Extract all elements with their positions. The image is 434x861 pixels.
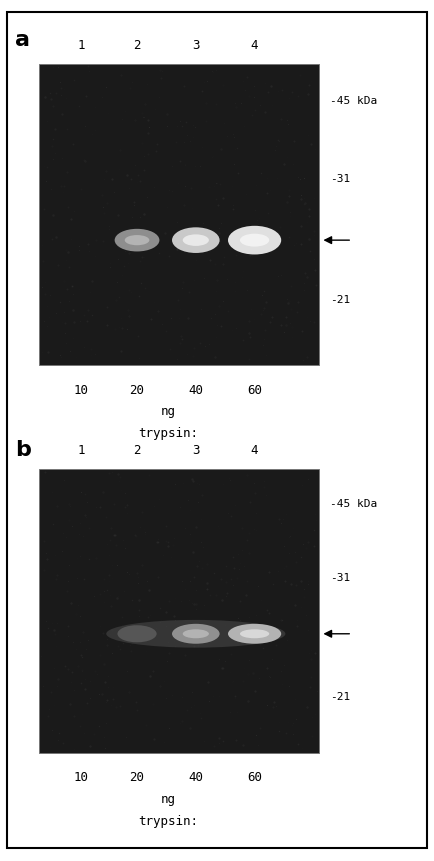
Ellipse shape	[118, 625, 157, 642]
Text: 4: 4	[251, 443, 258, 456]
Ellipse shape	[183, 235, 209, 246]
Text: 20: 20	[129, 771, 145, 784]
Text: 40: 40	[188, 383, 203, 396]
Text: 20: 20	[129, 383, 145, 396]
Text: -45 kDa: -45 kDa	[330, 96, 377, 106]
Text: 40: 40	[188, 771, 203, 784]
Ellipse shape	[172, 228, 220, 254]
Text: -31: -31	[330, 174, 350, 184]
Text: -21: -21	[330, 294, 350, 305]
Text: 3: 3	[192, 39, 200, 52]
Text: -31: -31	[330, 573, 350, 582]
Text: 4: 4	[251, 39, 258, 52]
Text: 10: 10	[73, 383, 89, 396]
Text: 10: 10	[73, 771, 89, 784]
Text: ng: ng	[160, 792, 175, 805]
Ellipse shape	[240, 629, 269, 639]
Text: trypsin:: trypsin:	[138, 426, 198, 439]
Ellipse shape	[183, 629, 209, 639]
Text: 3: 3	[192, 443, 200, 456]
Text: b: b	[15, 439, 31, 459]
Text: -21: -21	[330, 691, 350, 702]
Text: 1: 1	[77, 443, 85, 456]
Ellipse shape	[228, 624, 281, 644]
Text: 60: 60	[247, 383, 262, 396]
Bar	[39, 469, 319, 753]
Text: 2: 2	[133, 443, 141, 456]
Ellipse shape	[125, 236, 149, 246]
Text: ng: ng	[160, 405, 175, 418]
Ellipse shape	[228, 226, 281, 255]
Text: 2: 2	[133, 39, 141, 52]
Ellipse shape	[115, 230, 159, 252]
Ellipse shape	[106, 620, 286, 647]
Ellipse shape	[240, 234, 269, 247]
Text: a: a	[15, 30, 30, 50]
Text: trypsin:: trypsin:	[138, 814, 198, 827]
Text: 1: 1	[77, 39, 85, 52]
Bar	[39, 65, 319, 366]
Ellipse shape	[172, 624, 220, 644]
Text: 60: 60	[247, 771, 262, 784]
Text: -45 kDa: -45 kDa	[330, 499, 377, 508]
